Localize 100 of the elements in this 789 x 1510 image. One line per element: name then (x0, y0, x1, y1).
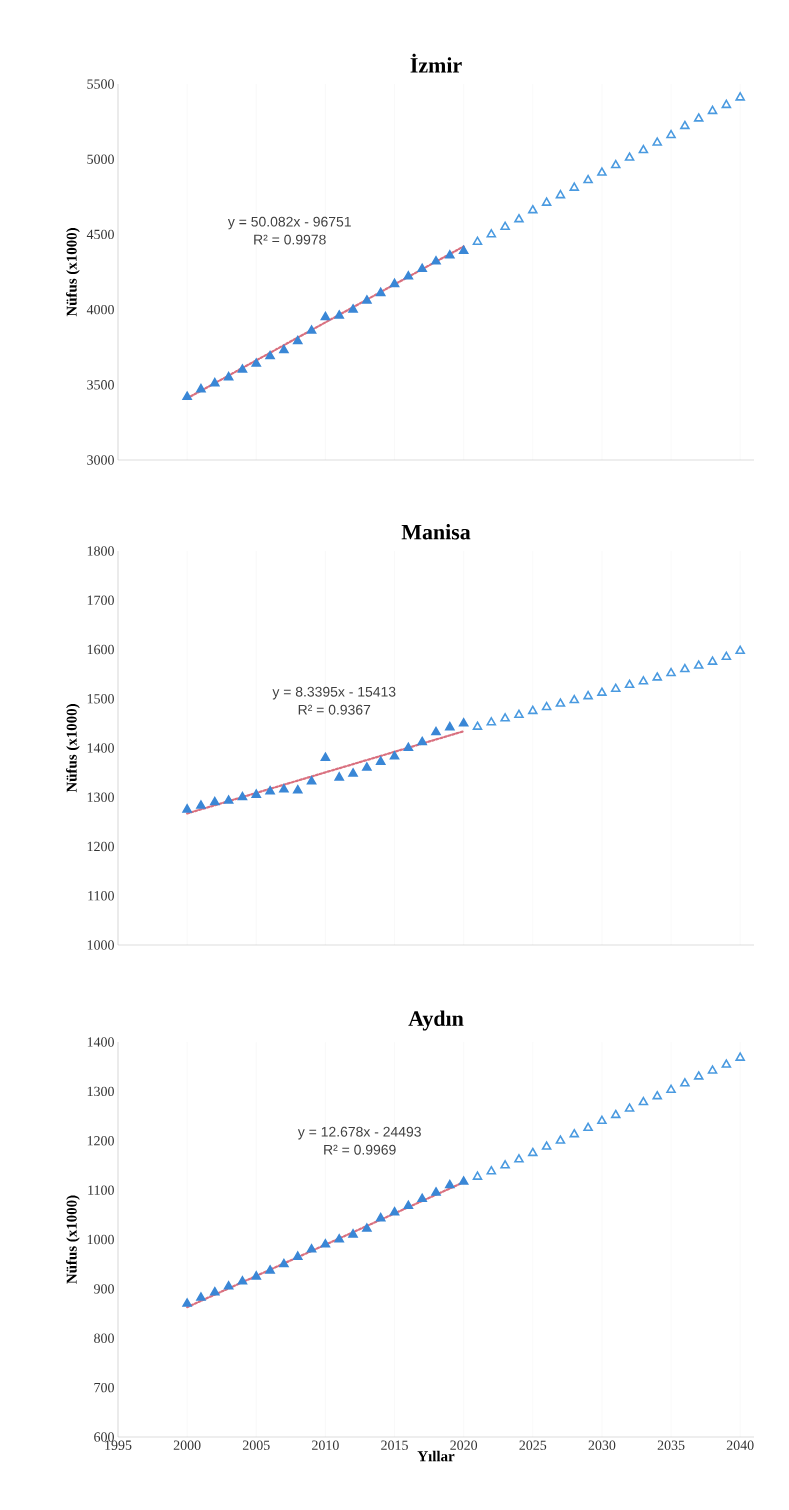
point (389, 1206, 400, 1216)
y-tick-label: 3000 (87, 455, 114, 465)
point (652, 1090, 663, 1100)
point (514, 1154, 524, 1163)
point (445, 1179, 455, 1189)
point (569, 1128, 580, 1138)
point (431, 1187, 441, 1196)
y-tick-label: 1100 (88, 891, 114, 901)
point (693, 660, 704, 669)
point (707, 656, 718, 665)
point (348, 1229, 358, 1238)
point (210, 796, 220, 806)
y-tick-label: 700 (94, 1382, 114, 1393)
x-tick-label: 2005 (242, 1440, 270, 1450)
annotation: y = 50.082x - 96751 (227, 216, 351, 230)
point (417, 263, 427, 273)
x-tick-label: 2015 (381, 1440, 408, 1450)
point (320, 311, 331, 321)
point (541, 701, 552, 711)
point (693, 1071, 704, 1080)
y-tick-label: 1200 (87, 841, 114, 852)
point (403, 1200, 414, 1210)
x-tick-label: 2025 (519, 1440, 547, 1450)
point (265, 785, 275, 795)
point (306, 1243, 317, 1253)
point (292, 784, 303, 794)
point (279, 783, 289, 793)
y-tick-label: 5500 (87, 79, 114, 89)
point (265, 1265, 275, 1274)
point (555, 698, 566, 707)
point (638, 144, 649, 154)
point (514, 709, 524, 719)
point (735, 1052, 745, 1061)
x-tick-label: 2010 (312, 1440, 339, 1450)
annotation: R² = 0.9367 (298, 704, 371, 715)
point (597, 687, 607, 696)
y-tick-label: 5000 (87, 154, 114, 164)
point (403, 271, 414, 280)
point (306, 776, 317, 785)
point (431, 726, 441, 736)
y-tick-label: 4000 (86, 304, 114, 315)
y-axis-title: Nüfus (x1000) (66, 1195, 80, 1284)
point (555, 1135, 566, 1144)
point (569, 694, 580, 704)
y-axis-title: Nüfus (x1000) (66, 704, 80, 793)
point (693, 113, 704, 122)
point (196, 383, 206, 393)
point (237, 364, 248, 373)
point (528, 705, 538, 715)
point (431, 256, 441, 265)
point (680, 663, 690, 673)
point (610, 683, 621, 693)
point (528, 1147, 538, 1157)
point (362, 1223, 372, 1232)
point (182, 804, 192, 813)
point (555, 189, 566, 199)
point (472, 236, 483, 246)
point (389, 750, 400, 760)
point (334, 772, 344, 781)
point (279, 1258, 289, 1268)
point (583, 174, 593, 184)
y-tick-label: 3500 (87, 380, 114, 390)
point (514, 213, 524, 223)
y-tick-label: 600 (94, 1432, 114, 1442)
point (500, 1160, 510, 1169)
point (652, 137, 663, 146)
point (196, 800, 206, 809)
x-tick-label: 2000 (173, 1440, 201, 1450)
point (375, 756, 386, 765)
point (182, 391, 192, 400)
point (223, 371, 234, 381)
point (403, 742, 414, 752)
point (210, 377, 220, 387)
point (251, 358, 262, 367)
point (486, 717, 497, 726)
point (610, 1109, 621, 1119)
point (445, 250, 455, 259)
point (458, 717, 469, 727)
point (735, 92, 745, 101)
y-tick-label: 900 (94, 1284, 114, 1294)
point (666, 129, 676, 139)
point (223, 1281, 234, 1290)
point (721, 99, 732, 109)
point (375, 287, 386, 297)
point (486, 1165, 497, 1175)
y-tick-label: 1100 (88, 1185, 114, 1195)
x-tick-label: 1995 (105, 1440, 132, 1450)
point (320, 1239, 331, 1248)
point (486, 229, 497, 238)
point (306, 325, 317, 334)
y-tick-label: 1600 (87, 644, 114, 655)
point (210, 1286, 220, 1296)
y-tick-label: 1700 (87, 595, 114, 605)
x-tick-label: 2040 (726, 1440, 754, 1450)
point (458, 1176, 469, 1185)
y-tick-label: 1000 (87, 940, 114, 950)
point (292, 335, 303, 345)
x-tick-label: 2035 (657, 1440, 685, 1450)
y-tick-label: 1300 (87, 1086, 114, 1097)
y-tick-label: 1000 (87, 1234, 114, 1245)
